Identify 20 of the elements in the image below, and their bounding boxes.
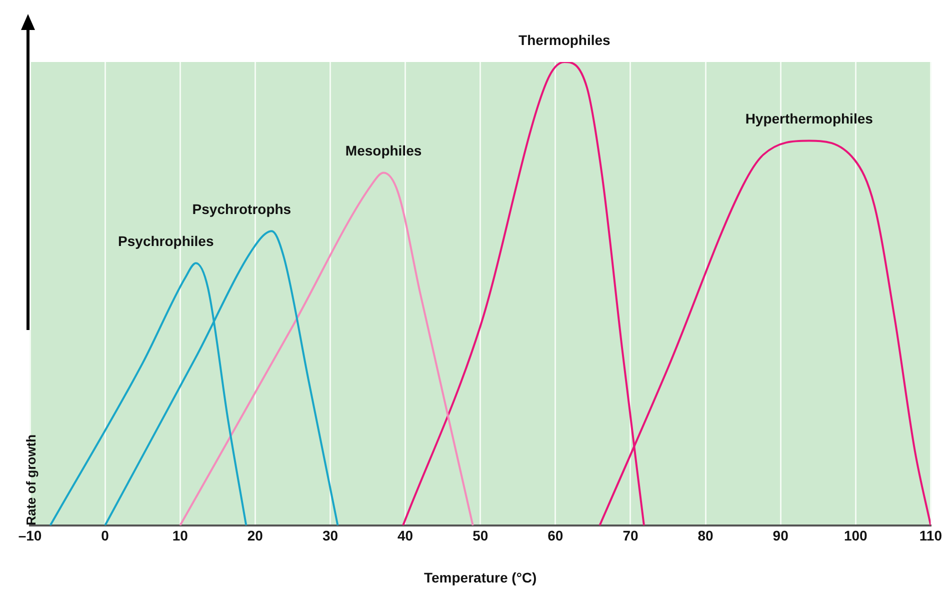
x-tick-label: 0: [101, 528, 110, 544]
x-tick-label: 70: [622, 528, 638, 544]
x-tick-label: 100: [844, 528, 868, 544]
y-axis-title: Rate of growth: [24, 434, 39, 526]
series-label: Mesophiles: [345, 142, 422, 159]
series-label: Psychrophiles: [118, 232, 214, 249]
x-tick-label: 60: [548, 528, 564, 544]
x-tick-label: 20: [247, 528, 264, 544]
x-tick-label: 10: [172, 528, 188, 544]
x-tick-label: 40: [398, 528, 414, 544]
x-tick-label: 30: [322, 528, 338, 544]
series-label: Hyperthermophiles: [745, 110, 874, 127]
x-axis-title: Temperature (°C): [424, 569, 537, 586]
series-label: Psychrotrophs: [192, 201, 292, 217]
x-tick-label: 90: [772, 528, 789, 544]
x-tick-label: 50: [472, 528, 488, 544]
x-tick-label: –10: [18, 528, 42, 544]
series-label: Thermophiles: [518, 32, 611, 48]
x-tick-label: 110: [919, 528, 942, 544]
x-tick-label: 80: [698, 528, 714, 544]
